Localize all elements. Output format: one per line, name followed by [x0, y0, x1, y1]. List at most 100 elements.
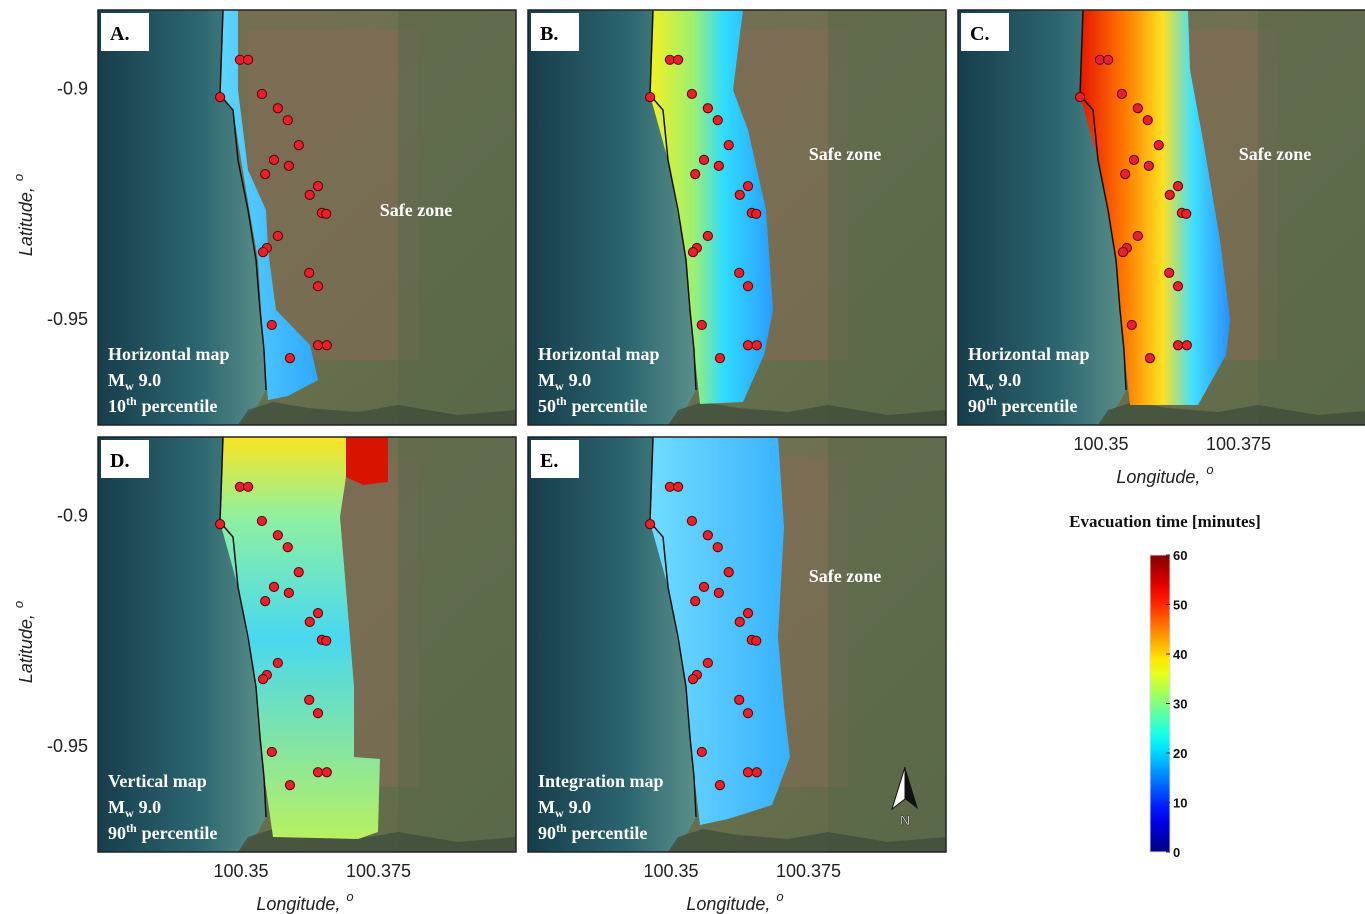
shelter — [305, 268, 314, 277]
shelter — [697, 320, 706, 329]
percentile-text: percentile — [572, 823, 648, 843]
shelter — [674, 482, 683, 491]
axis-label-text: Latitude, — [16, 187, 36, 256]
shelter — [305, 190, 314, 199]
percentile-suffix: th — [986, 394, 997, 408]
magnitude-symbol: M — [108, 797, 125, 817]
colorbar-tick-label: 40 — [1173, 647, 1187, 662]
shelter — [313, 768, 322, 777]
farmland — [1258, 10, 1365, 425]
shelter — [1145, 354, 1154, 363]
shelter — [743, 182, 752, 191]
magnitude-subscript: w — [555, 379, 564, 393]
panel-label: C. — [970, 23, 989, 45]
shelter — [1165, 268, 1174, 277]
shelter — [1182, 209, 1191, 218]
map-panel: E.Safe zoneIntegration mapMw9.090thperce… — [528, 437, 946, 852]
magnitude-value: 9.0 — [569, 797, 592, 817]
shelter — [269, 582, 278, 591]
magnitude-value: 9.0 — [139, 370, 162, 390]
shelter — [284, 161, 293, 170]
percentile: 90thpercentile — [108, 821, 217, 843]
shelter — [273, 658, 282, 667]
shelter — [1143, 116, 1152, 125]
shelter — [1154, 141, 1163, 150]
x-tick-label: 100.375 — [346, 861, 411, 881]
shelter — [322, 209, 331, 218]
magnitude-subscript: w — [555, 806, 564, 820]
x-axis-label: Longitude,o — [686, 889, 783, 914]
farmland — [828, 437, 946, 852]
colorbar-tick-label: 60 — [1173, 548, 1187, 563]
x-tick-label: 100.35 — [643, 861, 698, 881]
map-type: Horizontal map — [538, 344, 660, 364]
shelter — [724, 141, 733, 150]
x-tick-label: 100.375 — [776, 861, 841, 881]
shelter — [269, 155, 278, 164]
shelter — [216, 520, 225, 529]
shelter — [313, 182, 322, 191]
safe-zone-label: Safe zone — [809, 566, 881, 586]
shelter — [244, 55, 253, 64]
magnitude-symbol: M — [538, 370, 555, 390]
percentile-text: percentile — [142, 396, 218, 416]
percentile: 90thpercentile — [538, 821, 647, 843]
shelter — [743, 282, 752, 291]
shelter — [322, 341, 331, 350]
shelter — [261, 597, 270, 606]
colorbar-tick-label: 50 — [1173, 598, 1187, 613]
y-tick-label: -0.9 — [57, 505, 88, 525]
shelter — [715, 781, 724, 790]
shelter — [697, 747, 706, 756]
axis-label-superscript: o — [776, 889, 783, 904]
shelter — [1173, 182, 1182, 191]
shelter — [674, 55, 683, 64]
shelter — [294, 141, 303, 150]
y-axis-label: Latitude,o — [11, 601, 36, 683]
axis-label-text: Longitude, — [1116, 467, 1200, 487]
y-tick-label: -0.95 — [47, 736, 88, 756]
shelter — [244, 482, 253, 491]
axis-label-superscript: o — [1206, 462, 1213, 477]
percentile: 50thpercentile — [538, 394, 647, 416]
percentile: 90thpercentile — [968, 394, 1077, 416]
shelter — [216, 93, 225, 102]
shelter — [257, 516, 266, 525]
shelter — [1117, 89, 1126, 98]
shelter — [273, 231, 282, 240]
shelter — [735, 617, 744, 626]
shelter — [646, 93, 655, 102]
shelter — [1133, 231, 1142, 240]
shelter — [1104, 55, 1113, 64]
figure: A.Safe zoneHorizontal mapMw9.010thpercen… — [0, 0, 1365, 914]
shelter — [713, 543, 722, 552]
shelter — [703, 231, 712, 240]
shelter — [646, 520, 655, 529]
shelter — [688, 247, 697, 256]
shelter — [724, 568, 733, 577]
map-type: Vertical map — [108, 771, 207, 791]
y-tick-label: -0.95 — [47, 309, 88, 329]
y-tick-label: -0.9 — [57, 78, 88, 98]
magnitude-value: 9.0 — [139, 797, 162, 817]
magnitude-symbol: M — [968, 370, 985, 390]
magnitude-subscript: w — [985, 379, 994, 393]
shelter — [687, 516, 696, 525]
shelter — [313, 341, 322, 350]
shelter — [322, 636, 331, 645]
shelter — [714, 161, 723, 170]
magnitude-subscript: w — [125, 806, 134, 820]
panel-label: D. — [110, 450, 129, 472]
shelter — [688, 674, 697, 683]
shelter — [743, 341, 752, 350]
shelter — [1144, 161, 1153, 170]
shelter — [735, 695, 744, 704]
percentile-text: percentile — [572, 396, 648, 416]
shelter — [735, 190, 744, 199]
shelter — [267, 747, 276, 756]
shelter — [305, 695, 314, 704]
shelter — [284, 588, 293, 597]
shelter — [1076, 93, 1085, 102]
